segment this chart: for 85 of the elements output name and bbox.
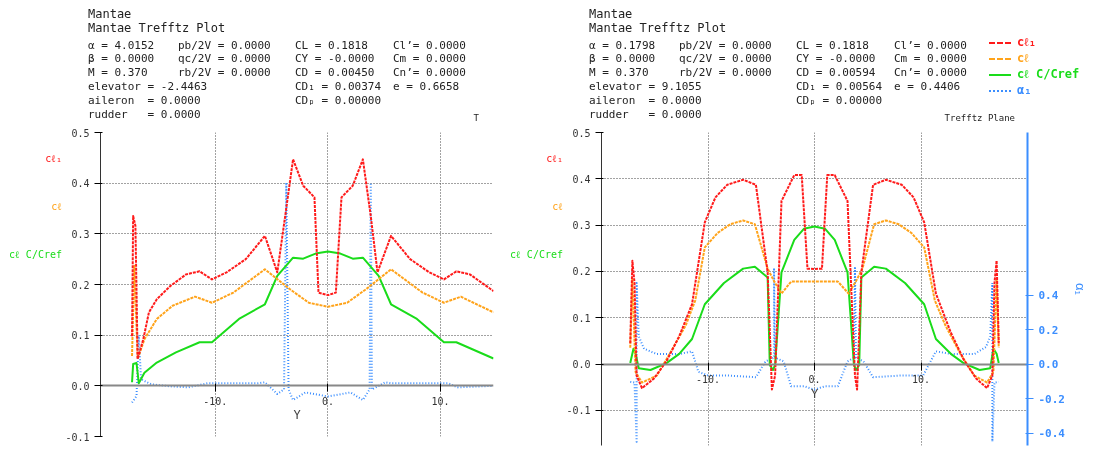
line-series [131, 250, 494, 385]
text: Cl’= 0.0000 [894, 38, 967, 54]
x-axis-title: Y [293, 407, 302, 422]
y2-tick-label: 0.2 [1038, 323, 1059, 337]
y-tick-label: 0.2 [572, 266, 591, 278]
text: e = 0.4406 [894, 79, 961, 95]
text: rb/2V = 0.0000 [178, 65, 271, 81]
text: β = 0.0000 [589, 51, 656, 67]
chart-subtitle: Mantae Trefftz Plot [88, 20, 226, 37]
y2-tick-label: 0.0 [1038, 358, 1059, 372]
text: qc/2V = 0.0000 [178, 51, 271, 67]
x-tick-label: 0. [321, 395, 334, 407]
y-tick-label: 0.2 [71, 279, 90, 291]
text: pb/2V = 0.0000 [679, 38, 772, 54]
text: Cl’= 0.0000 [393, 38, 466, 54]
text: Trefftz Plane [944, 112, 1015, 125]
text: qc/2V = 0.0000 [679, 51, 772, 67]
text: cℓ C/Cref [510, 249, 563, 260]
x-axis-title: Y [810, 386, 819, 401]
text: elevator = -2.4463 [88, 79, 208, 95]
text: CY = -0.0000 [796, 51, 876, 67]
text: CDₚ = 0.00000 [796, 93, 883, 109]
line-series [131, 264, 494, 360]
y-tick-label: 0.0 [572, 359, 591, 371]
y2-tick-label: -0.4 [1038, 427, 1066, 441]
text: CL = 0.1818 [796, 38, 869, 54]
y-tick-label: 0.3 [71, 228, 90, 240]
y-tick-label: 0.5 [71, 127, 90, 139]
text: Cm = 0.0000 [393, 51, 466, 67]
legend-label: α₁ [1017, 82, 1032, 99]
text: Cn’= 0.0000 [393, 65, 466, 81]
y-tick-label: 0.1 [572, 312, 591, 324]
text: cℓ [51, 200, 62, 214]
text: CD₁ = 0.00564 [796, 79, 883, 95]
y-tick-label: 0.1 [71, 330, 90, 342]
text: β = 0.0000 [88, 51, 155, 67]
y2-tick-label: 0.4 [1038, 289, 1059, 303]
text: CL = 0.1818 [295, 38, 368, 54]
text: α = 4.0152 [88, 38, 155, 54]
y-tick-label: 0.0 [71, 380, 90, 392]
text: cℓ₁ [546, 153, 563, 164]
y-tick-label: 0.4 [71, 178, 90, 190]
x-tick-label: -10. [695, 374, 721, 386]
y-tick-label: 0.5 [572, 127, 591, 139]
text: CD₁ = 0.00374 [295, 79, 382, 95]
text: α = 0.1798 [589, 38, 656, 54]
y2-tick-label: -0.2 [1038, 392, 1065, 406]
chart-title: Mantae [88, 6, 132, 23]
text: M = 0.370 [88, 65, 148, 81]
x-tick-label: 0. [808, 374, 821, 386]
text: rudder = 0.0000 [589, 107, 702, 123]
text: elevator = 9.1055 [589, 79, 702, 95]
y-tick-label: -0.1 [65, 431, 90, 443]
line-series [629, 267, 1000, 443]
text: rb/2V = 0.0000 [679, 65, 772, 81]
chart-title: Mantae [589, 6, 633, 23]
text: Cm = 0.0000 [894, 51, 967, 67]
y2-axis-title: α₁ [1072, 283, 1088, 296]
text: cℓ₁ [45, 152, 62, 166]
text: aileron = 0.0000 [589, 93, 702, 109]
y-tick-label: 0.3 [572, 220, 591, 232]
text: rudder = 0.0000 [88, 107, 201, 123]
line-series [131, 158, 494, 360]
legend-label: cℓ C/Cref [1017, 66, 1080, 83]
text: aileron = 0.0000 [88, 93, 201, 109]
text: Cn’= 0.0000 [894, 65, 967, 81]
text: M = 0.370 [589, 65, 649, 81]
text: e = 0.6658 [393, 79, 460, 95]
chart-subtitle: Mantae Trefftz Plot [589, 20, 727, 37]
y-tick-label: 0.4 [572, 173, 591, 185]
x-tick-label: 10. [431, 395, 450, 407]
text: CDₚ = 0.00000 [295, 93, 382, 109]
line-series [629, 174, 1000, 391]
text: CD = 0.00450 [295, 65, 375, 81]
text: CY = -0.0000 [295, 51, 375, 67]
text: pb/2V = 0.0000 [178, 38, 271, 54]
text: cℓ [552, 201, 563, 212]
text: T [473, 112, 479, 125]
text: cℓ C/Cref [9, 248, 62, 262]
text: CD = 0.00594 [796, 65, 876, 81]
x-tick-label: 10. [911, 374, 931, 386]
legend-label: cℓ [1017, 50, 1029, 67]
legend-label: cℓ₁ [1017, 34, 1036, 51]
x-tick-label: -10. [203, 395, 228, 407]
y-tick-label: -0.1 [566, 405, 591, 417]
